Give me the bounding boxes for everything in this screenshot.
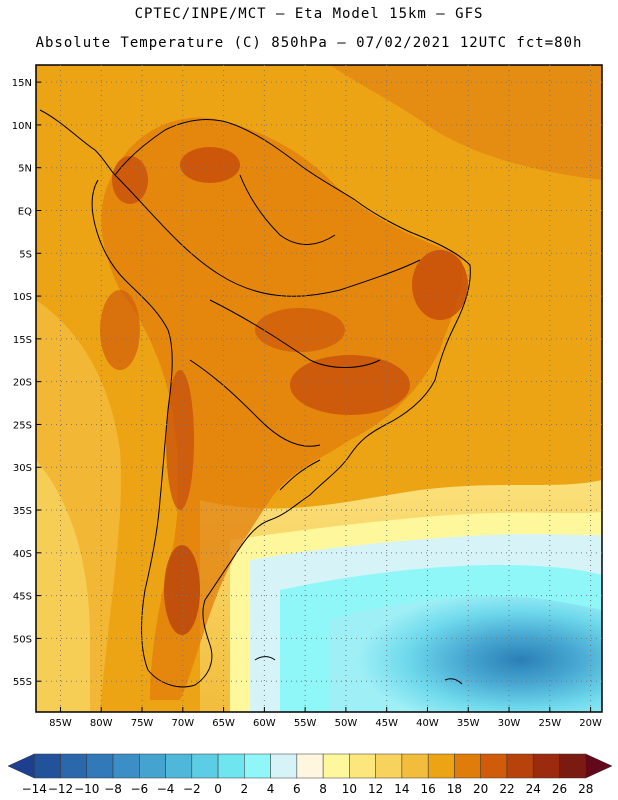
lat-label: 15N <box>12 78 32 89</box>
lon-label: 45W <box>375 718 398 729</box>
colorbar-label: −14 <box>22 782 47 796</box>
lon-label: 85W <box>49 718 72 729</box>
colorbar-label: 4 <box>267 782 275 796</box>
colorbar-label: −4 <box>157 782 175 796</box>
lat-label: 40S <box>13 549 32 560</box>
lon-label: 65W <box>212 718 235 729</box>
colorbar-label: 10 <box>342 782 357 796</box>
lat-label: 45S <box>13 592 32 603</box>
colorbar-label: 6 <box>293 782 301 796</box>
colorbar-label: 0 <box>214 782 222 796</box>
colorbar-swatch <box>112 753 140 779</box>
colorbar-label: 28 <box>578 782 593 796</box>
colorbar-swatch <box>349 753 376 779</box>
longitude-axis: 85W 80W 75W 70W 65W 60W 55W 50W 45W 40W 35W 30W 25W 2… <box>49 707 602 729</box>
lon-label: 75W <box>131 718 154 729</box>
colorbar-label: 16 <box>421 782 436 796</box>
colorbar-label: 22 <box>499 782 514 796</box>
colorbar-swatch <box>60 753 88 779</box>
coastlines <box>39 109 471 688</box>
colorbar-swatch <box>401 753 429 779</box>
colorbar-label: −2 <box>183 782 201 796</box>
colorbar-swatch <box>270 753 298 779</box>
colorbar-swatch <box>217 753 245 779</box>
colorbar-swatch <box>585 753 613 779</box>
colorbar-swatch <box>244 753 271 779</box>
colorbar-swatch <box>191 753 219 779</box>
colorbar-swatch <box>454 753 481 779</box>
plot-border <box>35 64 603 713</box>
temperature-field <box>36 65 602 712</box>
lon-label: 80W <box>90 718 113 729</box>
colorbar: −14 −12 −10 −8 −6 −4 −2 0 2 4 6 8 10 12 14 16 18 20 22 24 26… <box>7 753 613 796</box>
lat-label: 10S <box>13 292 32 303</box>
colorbar-swatch <box>34 753 61 779</box>
lon-label: 20W <box>579 718 602 729</box>
lat-label: 15S <box>13 335 32 346</box>
colorbar-label: 24 <box>526 782 541 796</box>
lat-label: 5S <box>19 249 32 260</box>
colorbar-label: 18 <box>447 782 462 796</box>
lon-label: 30W <box>498 718 521 729</box>
colorbar-label: 26 <box>552 782 567 796</box>
colorbar-label: −8 <box>104 782 122 796</box>
lat-label: 50S <box>13 634 32 645</box>
lat-label: 20S <box>13 378 32 389</box>
lon-label: 35W <box>457 718 480 729</box>
title-line-1: CPTEC/INPE/MCT – Eta Model 15km – GFS <box>134 6 484 22</box>
lat-label: 25S <box>13 420 32 431</box>
colorbar-swatch <box>427 753 455 779</box>
lat-label: 30S <box>13 463 32 474</box>
lon-label: 60W <box>253 718 276 729</box>
colorbar-label: −12 <box>48 782 73 796</box>
title-line-2: Absolute Temperature (C) 850hPa – 07/02/… <box>35 35 583 51</box>
colorbar-label: 14 <box>394 782 409 796</box>
lat-label: 5N <box>18 164 32 175</box>
colorbar-swatch <box>532 753 560 779</box>
lon-label: 70W <box>171 718 194 729</box>
colorbar-swatch <box>165 753 193 779</box>
colorbar-swatch <box>506 753 534 779</box>
colorbar-swatch <box>375 753 403 779</box>
lon-label: 55W <box>294 718 317 729</box>
colorbar-label: 2 <box>241 782 249 796</box>
lon-label: 40W <box>416 718 439 729</box>
colorbar-swatch <box>296 753 324 779</box>
lat-label: 10N <box>12 121 32 132</box>
colorbar-label: −10 <box>74 782 99 796</box>
lon-label: 25W <box>538 718 561 729</box>
latitude-axis: 15N 10N 5N EQ 5S 10S 15S 20S 25S 30S 35S 40S 45S 50S 5… <box>12 78 41 688</box>
colorbar-swatch <box>559 753 586 779</box>
colorbar-swatch <box>7 753 35 779</box>
lat-label: EQ <box>18 206 32 217</box>
colorbar-label: −6 <box>130 782 148 796</box>
colorbar-swatch <box>139 753 166 779</box>
colorbar-swatch <box>322 753 350 779</box>
colorbar-swatch <box>480 753 508 779</box>
colorbar-label: 20 <box>473 782 488 796</box>
colorbar-label: 12 <box>368 782 383 796</box>
lon-label: 50W <box>335 718 358 729</box>
colorbar-label: 8 <box>319 782 327 796</box>
lat-label: 35S <box>13 506 32 517</box>
colorbar-swatch <box>86 753 114 779</box>
lat-label: 55S <box>13 677 32 688</box>
